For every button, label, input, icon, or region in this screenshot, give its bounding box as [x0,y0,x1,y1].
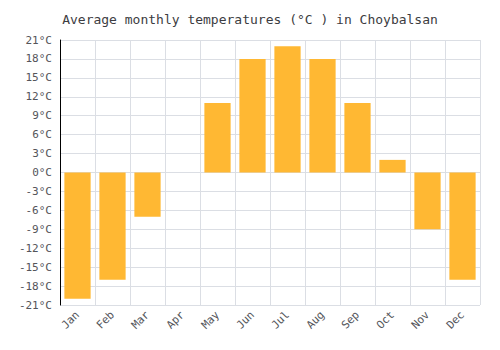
svg-text:-9°C: -9°C [26,223,53,236]
svg-text:Jan: Jan [59,308,82,331]
svg-text:0°C: 0°C [32,166,52,179]
svg-text:3°C: 3°C [32,147,52,160]
svg-text:Oct: Oct [374,308,397,331]
svg-text:-15°C: -15°C [19,261,52,274]
svg-text:Feb: Feb [94,308,117,331]
svg-text:May: May [199,308,222,331]
svg-text:Mar: Mar [129,308,152,331]
svg-text:9°C: 9°C [32,109,52,122]
svg-text:-6°C: -6°C [26,204,53,217]
svg-text:Jul: Jul [269,308,292,331]
svg-text:Average monthly temperatures (: Average monthly temperatures (°C ) in Ch… [62,12,438,27]
svg-text:18°C: 18°C [26,52,53,65]
svg-text:6°C: 6°C [32,128,52,141]
svg-text:21°C: 21°C [26,34,53,47]
svg-text:Sep: Sep [339,308,362,331]
svg-text:-3°C: -3°C [26,185,53,198]
svg-text:15°C: 15°C [26,71,53,84]
svg-text:Dec: Dec [444,308,467,331]
svg-text:Apr: Apr [164,308,187,331]
svg-text:Jun: Jun [234,308,257,331]
svg-text:-12°C: -12°C [19,242,52,255]
svg-text:Aug: Aug [304,308,327,331]
svg-text:Nov: Nov [409,308,432,331]
svg-text:-18°C: -18°C [19,280,52,293]
svg-text:-21°C: -21°C [19,299,52,312]
svg-text:12°C: 12°C [26,90,53,103]
